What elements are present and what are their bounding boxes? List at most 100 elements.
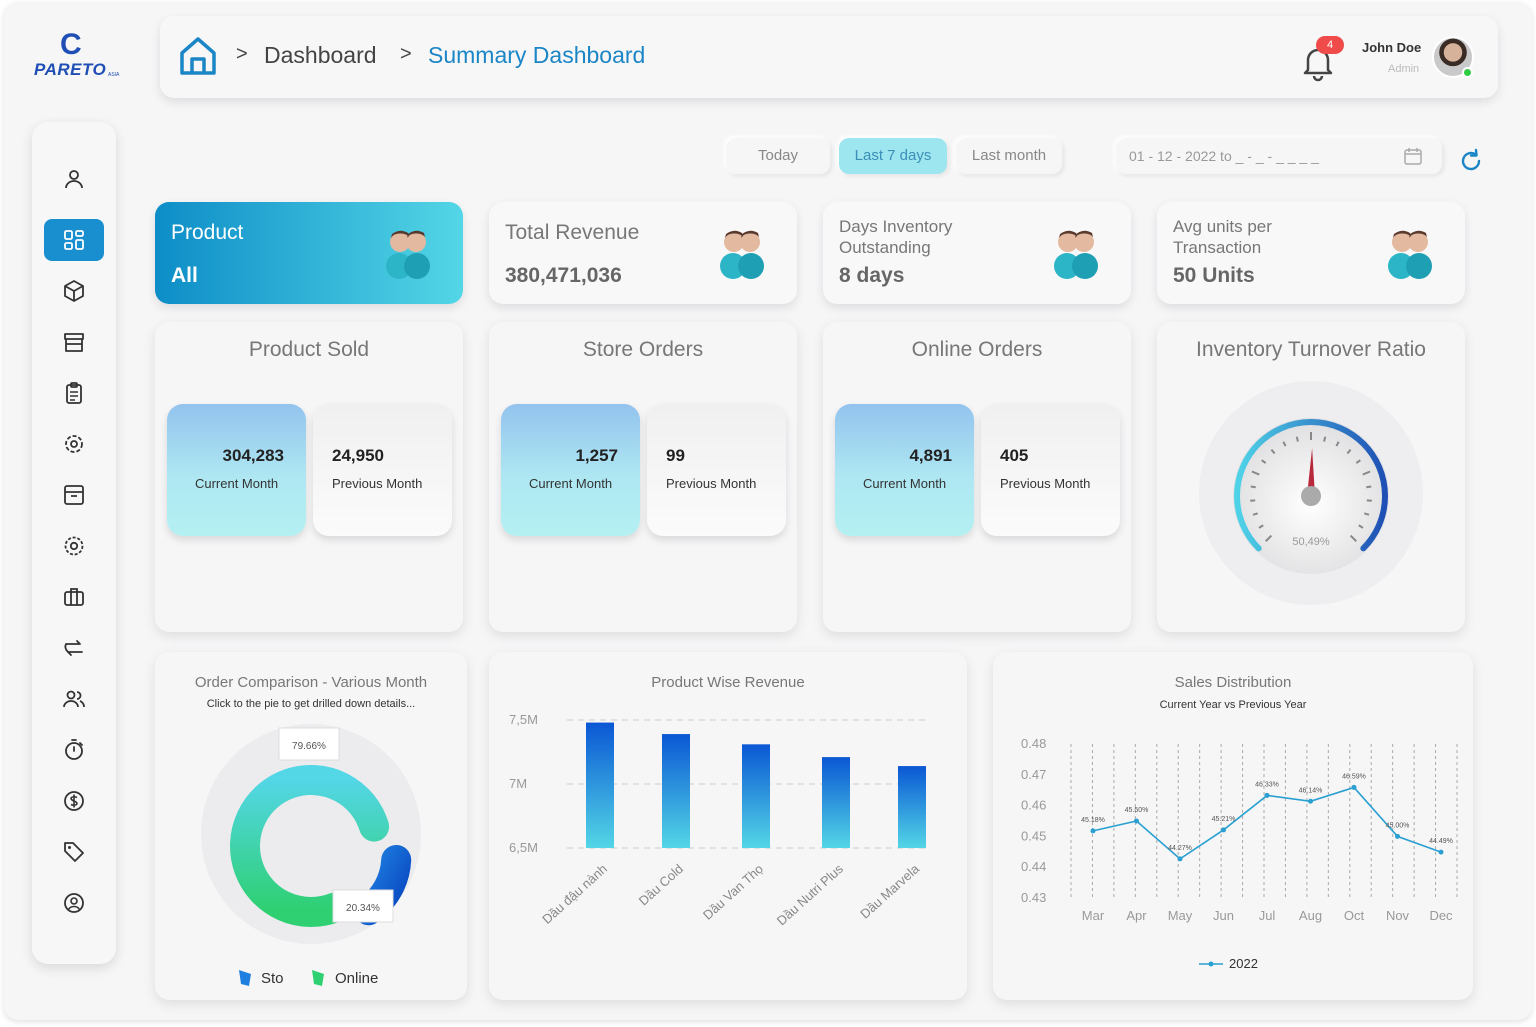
app-window: C PARETO ASIA > Dashboard > Summary Dash… <box>4 2 1532 1020</box>
archive-box-icon <box>64 485 84 505</box>
current-value: 304,283 <box>222 446 284 465</box>
top-header: > Dashboard > Summary Dashboard 4 John D… <box>160 16 1498 98</box>
gear-icon <box>64 536 84 556</box>
callout-sto <box>332 889 394 923</box>
previous-value: 99 <box>666 446 685 465</box>
kpi-avg-units-card[interactable]: Avg units per Transaction 50 Units <box>1157 202 1465 304</box>
sidebar-item-transfers[interactable] <box>44 627 104 669</box>
sidebar-item-business[interactable] <box>44 576 104 618</box>
order-donut-chart[interactable]: 79.66% 20.34% <box>155 714 467 974</box>
data-point[interactable] <box>1221 827 1226 833</box>
sidebar-item-products[interactable] <box>44 270 104 312</box>
breadcrumb-summary-dashboard[interactable]: Summary Dashboard <box>428 42 646 68</box>
current-caption: Current Month <box>862 476 947 491</box>
y-tick-label: 6,5M <box>509 840 538 855</box>
x-tick-label: Jun <box>1213 908 1234 923</box>
data-point[interactable] <box>1438 849 1444 855</box>
data-point[interactable] <box>1308 798 1313 804</box>
stopwatch-icon <box>65 739 83 760</box>
kpi-value: 380,471,036 <box>505 264 622 287</box>
gauge-tick <box>1362 470 1371 476</box>
previous-caption: Previous Month <box>666 476 757 491</box>
filter-last-7-days-button[interactable]: Last 7 days <box>839 138 947 174</box>
logo-mark: C <box>60 28 82 61</box>
legend-label-2022[interactable]: 2022 <box>1229 956 1258 971</box>
gauge-tick <box>1323 436 1327 442</box>
x-tick-label: Dầu Cold <box>636 861 686 908</box>
breadcrumb-dashboard[interactable]: Dashboard <box>264 42 377 68</box>
callout-online-label: 79.66% <box>292 741 326 752</box>
avatar[interactable] <box>1432 36 1474 78</box>
current-caption: Current Month <box>528 476 613 491</box>
legend-online-label[interactable]: Online <box>335 970 379 987</box>
sidebar-item-configuration[interactable] <box>44 423 104 465</box>
previous-month-tile[interactable]: 99 Previous Month <box>647 404 786 536</box>
user-role: Admin <box>1388 63 1420 75</box>
kpi-total-revenue-card[interactable]: Total Revenue 380,471,036 <box>489 202 797 304</box>
bar[interactable] <box>742 744 770 848</box>
bar[interactable] <box>898 766 926 848</box>
sidebar-item-reports[interactable] <box>44 372 104 414</box>
panel-subtitle: Current Year vs Previous Year <box>1159 699 1307 711</box>
data-point[interactable] <box>1264 792 1270 798</box>
gauge-tick <box>1282 441 1287 447</box>
sidebar-item-timers[interactable] <box>44 729 104 771</box>
data-label: 46.59% <box>1342 773 1366 780</box>
user-name[interactable]: John Doe <box>1362 40 1422 55</box>
sidebar-item-pricing[interactable] <box>44 831 104 873</box>
previous-month-tile[interactable]: 24,950 Previous Month <box>313 404 452 536</box>
data-point[interactable] <box>1134 818 1139 824</box>
sidebar-item-store[interactable] <box>44 321 104 363</box>
data-point[interactable] <box>1177 856 1183 862</box>
y-tick-label: 7,5M <box>509 712 538 727</box>
donut-slice-online[interactable] <box>230 765 390 927</box>
y-tick-label: 0.46 <box>1021 798 1046 813</box>
pareto-logo[interactable]: C PARETO ASIA <box>34 28 124 83</box>
data-label: 45.00% <box>1386 822 1410 829</box>
cube-icon <box>64 280 84 302</box>
x-tick-label: Dầu Nutri Plus <box>774 861 847 929</box>
home-icon[interactable] <box>178 35 218 77</box>
sidebar-item-support[interactable] <box>44 882 104 924</box>
current-month-tile[interactable]: 4,891 Current Month <box>835 404 974 536</box>
data-label: 45.18% <box>1081 817 1105 824</box>
x-tick-label: May <box>1168 908 1193 923</box>
previous-value: 405 <box>1000 446 1029 465</box>
legend-online-swatch <box>312 970 324 986</box>
sidebar-item-settings[interactable] <box>44 525 104 567</box>
date-range-input[interactable]: 01 - 12 - 2022 to _ - _ - _ _ _ _ <box>1116 138 1442 174</box>
current-month-tile[interactable]: 304,283 Current Month <box>167 404 306 536</box>
data-point[interactable] <box>1351 784 1357 790</box>
previous-month-tile[interactable]: 405 Previous Month <box>981 404 1120 536</box>
users-icon <box>63 690 85 708</box>
legend-sto-label[interactable]: Sto <box>261 970 284 987</box>
sidebar-item-archive[interactable] <box>44 474 104 516</box>
people-group-icon <box>1388 230 1432 279</box>
data-point[interactable] <box>1395 833 1400 839</box>
sidebar-item-user[interactable] <box>44 158 104 200</box>
bar[interactable] <box>822 757 850 848</box>
gauge-tick <box>1251 470 1260 476</box>
order-comparison-panel: Order Comparison - Various Month Click t… <box>155 652 467 1000</box>
sidebar-item-users[interactable] <box>44 678 104 720</box>
callout-online <box>278 727 340 761</box>
kpi-days-inventory-card[interactable]: Days Inventory Outstanding 8 days <box>823 202 1131 304</box>
gauge-tick <box>1335 441 1340 447</box>
chevron-right-icon: > <box>400 43 412 65</box>
gauge-value-label: 50,49% <box>1292 536 1330 548</box>
current-caption: Current Month <box>194 476 279 491</box>
filter-last-month-button[interactable]: Last month <box>956 138 1062 174</box>
x-tick-label: Oct <box>1344 908 1365 923</box>
sidebar-item-finance[interactable] <box>44 780 104 822</box>
calendar-icon[interactable] <box>1403 146 1423 166</box>
data-point[interactable] <box>1090 828 1096 834</box>
bar[interactable] <box>662 734 690 848</box>
refresh-icon[interactable] <box>1458 148 1484 174</box>
sidebar-item-dashboard[interactable] <box>44 219 104 261</box>
current-month-tile[interactable]: 1,257 Current Month <box>501 404 640 536</box>
kpi-product-card[interactable]: Product All <box>155 202 463 304</box>
logo-subtext: ASIA <box>108 72 120 78</box>
filter-today-button[interactable]: Today <box>726 138 830 174</box>
bar[interactable] <box>586 722 614 848</box>
